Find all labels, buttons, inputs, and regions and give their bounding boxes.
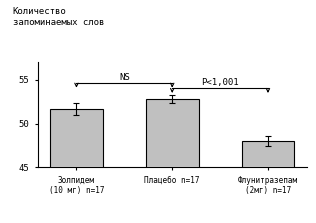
Bar xyxy=(50,109,103,223)
Text: P<1,001: P<1,001 xyxy=(201,78,239,87)
Bar xyxy=(242,141,294,223)
Text: Количество
запоминаемых слов: Количество запоминаемых слов xyxy=(13,7,104,27)
Bar xyxy=(146,99,198,223)
Text: NS: NS xyxy=(119,73,130,82)
